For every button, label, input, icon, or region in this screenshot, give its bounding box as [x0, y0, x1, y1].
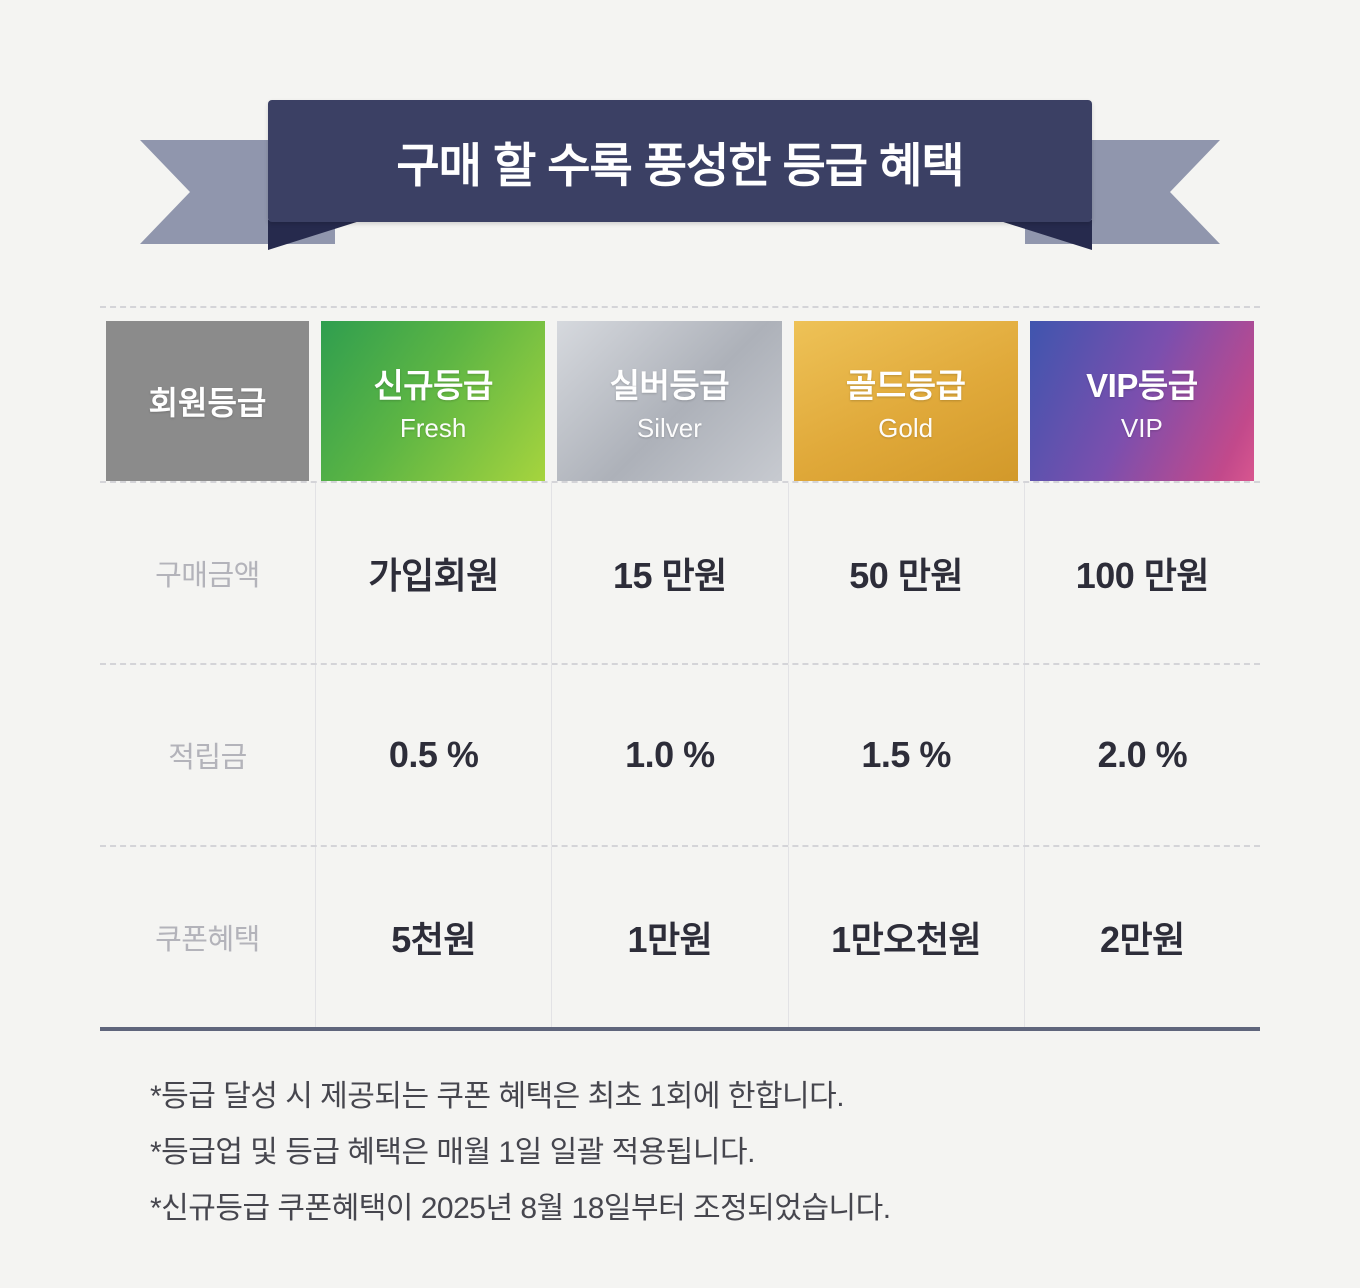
tier-header-silver: 실버등급 Silver — [557, 321, 782, 481]
cell-fresh-points: 0.5 % — [315, 665, 551, 845]
footnote-1: *등급 달성 시 제공되는 쿠폰 혜택은 최초 1회에 한합니다. — [150, 1080, 845, 1113]
corner-header-label: 회원등급 — [148, 385, 267, 421]
cell-fresh-purchase: 가입회원 — [315, 483, 551, 663]
table-row-coupon: 쿠폰혜택 5천원 1만원 1만오천원 2만원 — [100, 845, 1260, 1027]
tier-name: 신규등급 — [373, 366, 493, 404]
footnote-3: *신규등급 쿠폰혜택이 2025년 8월 18일부터 조정되었습니다. — [150, 1192, 891, 1226]
tier-header-vip: VIP등급 VIP — [1029, 321, 1254, 481]
cell-vip-coupon: 2만원 — [1023, 847, 1260, 1027]
footnote-2: *등급업 및 등급 혜택은 매월 1일 일괄 적용됩니다. — [150, 1136, 755, 1170]
footnotes: *등급 달성 시 제공되는 쿠폰 혜택은 최초 1회에 한합니다. *등급업 및… — [150, 1069, 1360, 1237]
tier-subtitle: VIP — [1120, 412, 1163, 443]
tier-benefit-table: 회원등급 신규등급 Fresh 실버등급 Silver 골드등급 Gold VI… — [100, 306, 1260, 1031]
table-row-purchase-amount: 구매금액 가입회원 15 만원 50 만원 100 만원 — [100, 481, 1260, 663]
table-row-points: 적립금 0.5 % 1.0 % 1.5 % 2.0 % — [100, 663, 1260, 845]
row-label: 적립금 — [168, 742, 247, 774]
tier-header-fresh: 신규등급 Fresh — [321, 321, 546, 481]
tier-subtitle: Fresh — [399, 412, 467, 443]
cell-vip-purchase: 100 만원 — [1023, 483, 1260, 663]
table-body: 구매금액 가입회원 15 만원 50 만원 100 만원 적립금 0.5 % 1… — [100, 481, 1260, 1031]
cell-gold-points: 1.5 % — [787, 665, 1024, 845]
tier-subtitle: Gold — [878, 412, 934, 443]
tier-header-gold: 골드등급 Gold — [793, 321, 1018, 481]
tier-subtitle: Silver — [636, 412, 702, 443]
ribbon-fold-right — [997, 220, 1092, 250]
cell-silver-coupon: 1만원 — [551, 847, 787, 1027]
cell-gold-coupon: 1만오천원 — [787, 847, 1024, 1027]
tier-name: 골드등급 — [845, 366, 966, 404]
title-banner: 구매 할 수록 풍성한 등급 혜택 — [0, 0, 1360, 262]
banner-title: 구매 할 수록 풍성한 등급 혜택 — [268, 100, 1092, 222]
row-label: 쿠폰혜택 — [155, 924, 260, 956]
banner-title-text: 구매 할 수록 풍성한 등급 혜택 — [396, 138, 964, 192]
table-header-row: 회원등급 신규등급 Fresh 실버등급 Silver 골드등급 Gold VI… — [100, 306, 1260, 481]
cell-gold-purchase: 50 만원 — [787, 483, 1024, 663]
cell-fresh-coupon: 5천원 — [315, 847, 551, 1027]
row-label: 구매금액 — [155, 560, 260, 592]
corner-header-cell: 회원등급 — [106, 321, 309, 481]
cell-silver-points: 1.0 % — [551, 665, 787, 845]
cell-vip-points: 2.0 % — [1023, 665, 1260, 845]
ribbon-fold-left — [268, 220, 363, 250]
tier-name: VIP등급 — [1086, 366, 1198, 404]
tier-name: 실버등급 — [609, 366, 730, 404]
cell-silver-purchase: 15 만원 — [551, 483, 787, 663]
